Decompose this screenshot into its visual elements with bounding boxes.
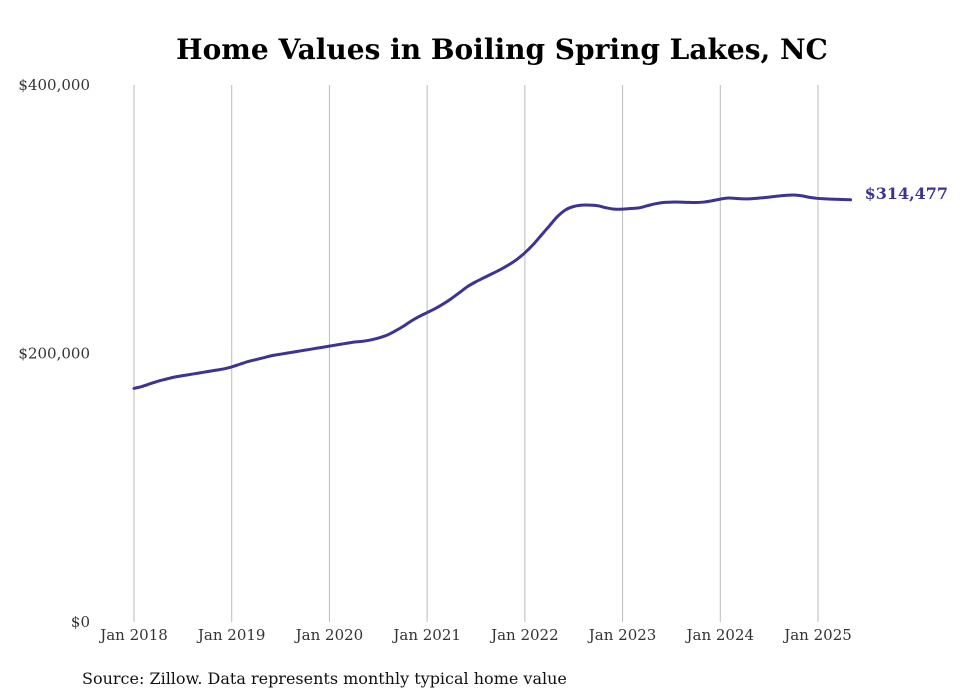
chart-title: Home Values in Boiling Spring Lakes, NC [176, 33, 828, 66]
x-axis-labels: Jan 2018 Jan 2019 Jan 2020 Jan 2021 Jan 2022… [98, 626, 852, 644]
y-tick-label: $400,000 [18, 76, 90, 94]
source-note: Source: Zillow. Data represents monthly … [82, 669, 567, 688]
x-tick-label: Jan 2022 [489, 626, 559, 644]
series-line-home-value [132, 193, 853, 390]
x-tick-label: Jan 2018 [98, 626, 168, 644]
x-tick-label: Jan 2024 [685, 626, 755, 644]
x-tick-label: Jan 2019 [196, 626, 266, 644]
x-tick-label: Jan 2020 [294, 626, 364, 644]
y-tick-label: $0 [71, 613, 90, 631]
y-axis-labels: $0 $200,000 $400,000 [18, 76, 90, 631]
grid-layer [133, 85, 819, 622]
y-tick-label: $200,000 [18, 345, 90, 363]
x-tick-label: Jan 2025 [782, 626, 852, 644]
x-tick-label: Jan 2021 [391, 626, 461, 644]
x-tick-label: Jan 2023 [587, 626, 657, 644]
end-value-label: $314,477 [865, 184, 949, 203]
